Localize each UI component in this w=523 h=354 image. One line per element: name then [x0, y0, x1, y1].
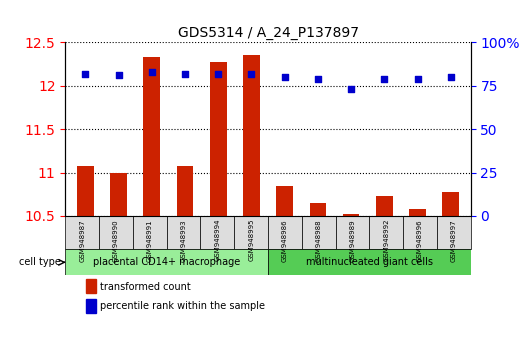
- Bar: [409, 209, 426, 216]
- Bar: [376, 196, 393, 216]
- Point: [380, 76, 389, 82]
- FancyBboxPatch shape: [200, 216, 234, 249]
- Point: [280, 74, 289, 80]
- Text: multinucleated giant cells: multinucleated giant cells: [306, 257, 433, 267]
- FancyBboxPatch shape: [234, 216, 268, 249]
- Point: [314, 76, 322, 82]
- Bar: [110, 173, 127, 216]
- FancyBboxPatch shape: [403, 216, 437, 249]
- Bar: [77, 166, 94, 216]
- Point: [413, 76, 422, 82]
- Text: GSM948987: GSM948987: [79, 219, 85, 262]
- FancyBboxPatch shape: [65, 249, 268, 275]
- Text: GSM948989: GSM948989: [349, 219, 356, 262]
- Bar: [442, 192, 459, 216]
- FancyBboxPatch shape: [65, 216, 99, 249]
- Text: transformed count: transformed count: [100, 281, 190, 291]
- Text: GSM948991: GSM948991: [147, 219, 153, 262]
- FancyBboxPatch shape: [167, 216, 200, 249]
- Text: GSM948993: GSM948993: [180, 219, 187, 262]
- Text: GSM948988: GSM948988: [316, 219, 322, 262]
- Point: [115, 73, 123, 78]
- Bar: [243, 56, 260, 216]
- Text: GSM948992: GSM948992: [383, 219, 389, 261]
- Bar: [310, 203, 326, 216]
- Point: [147, 69, 156, 75]
- Text: GSM948997: GSM948997: [451, 219, 457, 262]
- Point: [247, 71, 256, 76]
- Text: GSM948986: GSM948986: [282, 219, 288, 262]
- FancyBboxPatch shape: [369, 216, 403, 249]
- Text: GSM948995: GSM948995: [248, 219, 254, 261]
- Point: [214, 71, 222, 76]
- Title: GDS5314 / A_24_P137897: GDS5314 / A_24_P137897: [177, 26, 359, 40]
- FancyBboxPatch shape: [336, 216, 369, 249]
- Text: cell type: cell type: [19, 257, 61, 267]
- Text: percentile rank within the sample: percentile rank within the sample: [100, 301, 265, 311]
- Point: [181, 71, 189, 76]
- Text: GSM948990: GSM948990: [113, 219, 119, 262]
- Text: GSM948996: GSM948996: [417, 219, 423, 262]
- FancyBboxPatch shape: [437, 216, 471, 249]
- Point: [81, 71, 89, 76]
- Bar: [86, 279, 96, 293]
- FancyBboxPatch shape: [133, 216, 167, 249]
- FancyBboxPatch shape: [99, 216, 133, 249]
- FancyBboxPatch shape: [268, 216, 302, 249]
- Bar: [343, 214, 359, 216]
- Point: [447, 74, 455, 80]
- Point: [347, 86, 355, 92]
- FancyBboxPatch shape: [302, 216, 336, 249]
- FancyBboxPatch shape: [268, 249, 471, 275]
- Bar: [276, 185, 293, 216]
- Text: placental CD14+ macrophage: placental CD14+ macrophage: [93, 257, 241, 267]
- Bar: [210, 62, 226, 216]
- Bar: [143, 57, 160, 216]
- Bar: [86, 299, 96, 313]
- Bar: [177, 166, 194, 216]
- Text: GSM948994: GSM948994: [214, 219, 220, 261]
